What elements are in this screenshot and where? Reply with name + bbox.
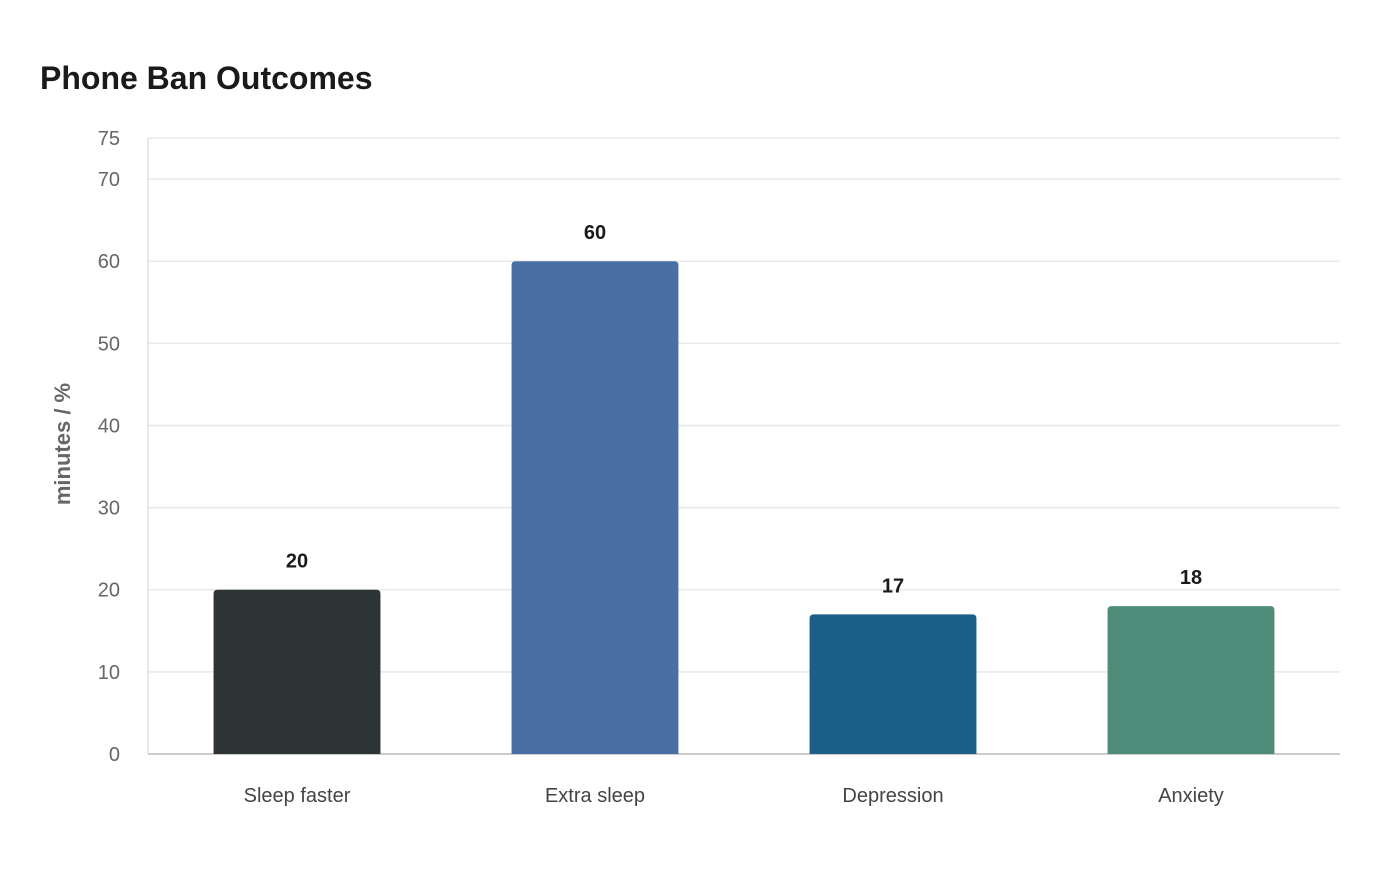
bars bbox=[213, 261, 1275, 754]
data-label: 20 bbox=[286, 551, 308, 573]
data-label: 17 bbox=[882, 575, 904, 597]
x-tick-label: Sleep faster bbox=[244, 785, 351, 807]
bar-depression bbox=[809, 614, 977, 754]
x-tick-label: Depression bbox=[842, 785, 943, 807]
data-label: 18 bbox=[1180, 567, 1202, 589]
data-label: 60 bbox=[584, 222, 606, 244]
y-tick-label: 0 bbox=[109, 744, 120, 766]
y-tick-label: 10 bbox=[98, 662, 120, 684]
bar-sleep-faster bbox=[213, 589, 381, 754]
y-axis-title: minutes / % bbox=[50, 383, 75, 505]
y-tick-label: 75 bbox=[98, 128, 120, 150]
chart-title: Phone Ban Outcomes bbox=[40, 60, 373, 96]
bar-anxiety bbox=[1107, 606, 1275, 754]
labels: 0 10 20 30 40 50 60 70 75 20 Sleep faster 60 Extra s… bbox=[98, 128, 1224, 807]
y-tick-label: 50 bbox=[98, 333, 120, 355]
y-tick-label: 40 bbox=[98, 415, 120, 437]
y-tick-label: 30 bbox=[98, 498, 120, 520]
y-tick-label: 20 bbox=[98, 580, 120, 602]
y-tick-label: 70 bbox=[98, 169, 120, 191]
y-tick-label: 60 bbox=[98, 251, 120, 273]
bar-extra-sleep bbox=[511, 261, 679, 754]
x-tick-label: Extra sleep bbox=[545, 785, 645, 807]
x-tick-label: Anxiety bbox=[1158, 785, 1224, 807]
